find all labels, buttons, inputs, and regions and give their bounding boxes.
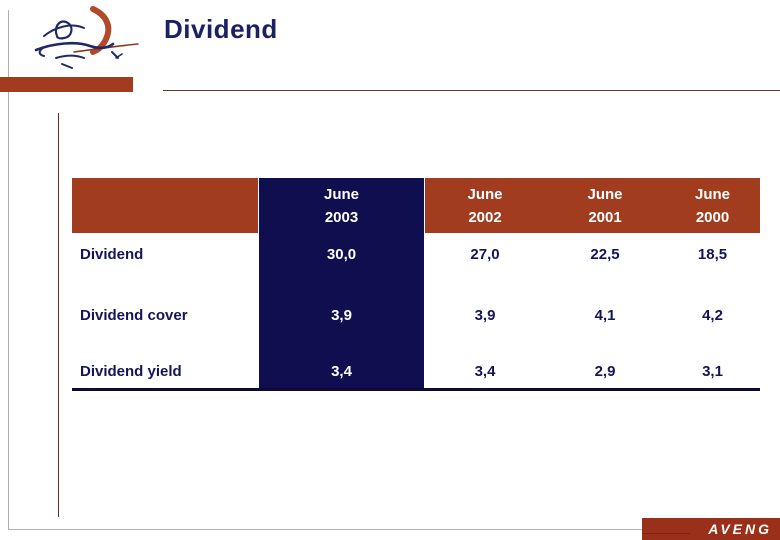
col-header-line1: June (694, 185, 730, 203)
vertical-divider-line (58, 113, 59, 517)
dividend-table-grid: June 2003 June 2002 June 2001 June 2000 … (72, 178, 760, 388)
col-header-june-2000: June 2000 (665, 178, 760, 233)
footer-brand-strip: AVENG (642, 518, 780, 540)
brand-wordmark: AVENG (708, 521, 772, 537)
title-underline-rule (163, 90, 780, 91)
cell-dividend-2002: 27,0 (470, 245, 500, 263)
col-header-line1: June (587, 185, 623, 203)
row-label-dividend-cover: Dividend cover (80, 306, 188, 324)
bottom-frame-line (8, 529, 642, 530)
footer-strip-accent-line (642, 533, 690, 534)
col-header-line1: June (467, 185, 503, 203)
dividend-table: June 2003 June 2002 June 2001 June 2000 … (72, 178, 760, 391)
left-frame-line (8, 10, 9, 529)
cell-dividend-2001: 22,5 (590, 245, 620, 263)
cell-cover-2001: 4,1 (594, 306, 616, 324)
cell-yield-2003: 3,4 (331, 363, 352, 380)
cell-cover-2003: 3,9 (331, 306, 352, 324)
col-header-june-2001: June 2001 (545, 178, 665, 233)
page-title: Dividend (164, 14, 278, 44)
col-header-line2: 2000 (695, 208, 730, 226)
cell-cover-2000: 4,2 (702, 306, 723, 324)
col-header-line1: June (323, 185, 359, 203)
col-header-line2: 2002 (468, 208, 502, 226)
cell-dividend-2003: 30,0 (326, 245, 357, 263)
row-label-dividend: Dividend (80, 245, 144, 263)
col-header-line2: 2001 (588, 208, 622, 226)
cell-yield-2001: 2,9 (594, 363, 616, 380)
col-header-empty (72, 178, 258, 233)
cell-yield-2002: 3,4 (474, 363, 496, 380)
col-header-line2: 2003 (324, 208, 359, 226)
cell-dividend-2000: 18,5 (697, 245, 728, 263)
highlighted-column-band (258, 178, 425, 388)
col-header-june-2002: June 2002 (425, 178, 545, 233)
aveng-sketch-logo-icon (34, 6, 139, 69)
cell-yield-2000: 3,1 (702, 363, 723, 380)
cell-cover-2002: 3,9 (474, 306, 496, 324)
col-header-june-2003: June 2003 (258, 178, 425, 233)
row-label-dividend-yield: Dividend yield (80, 363, 182, 380)
logo-underline-bar (0, 77, 133, 92)
